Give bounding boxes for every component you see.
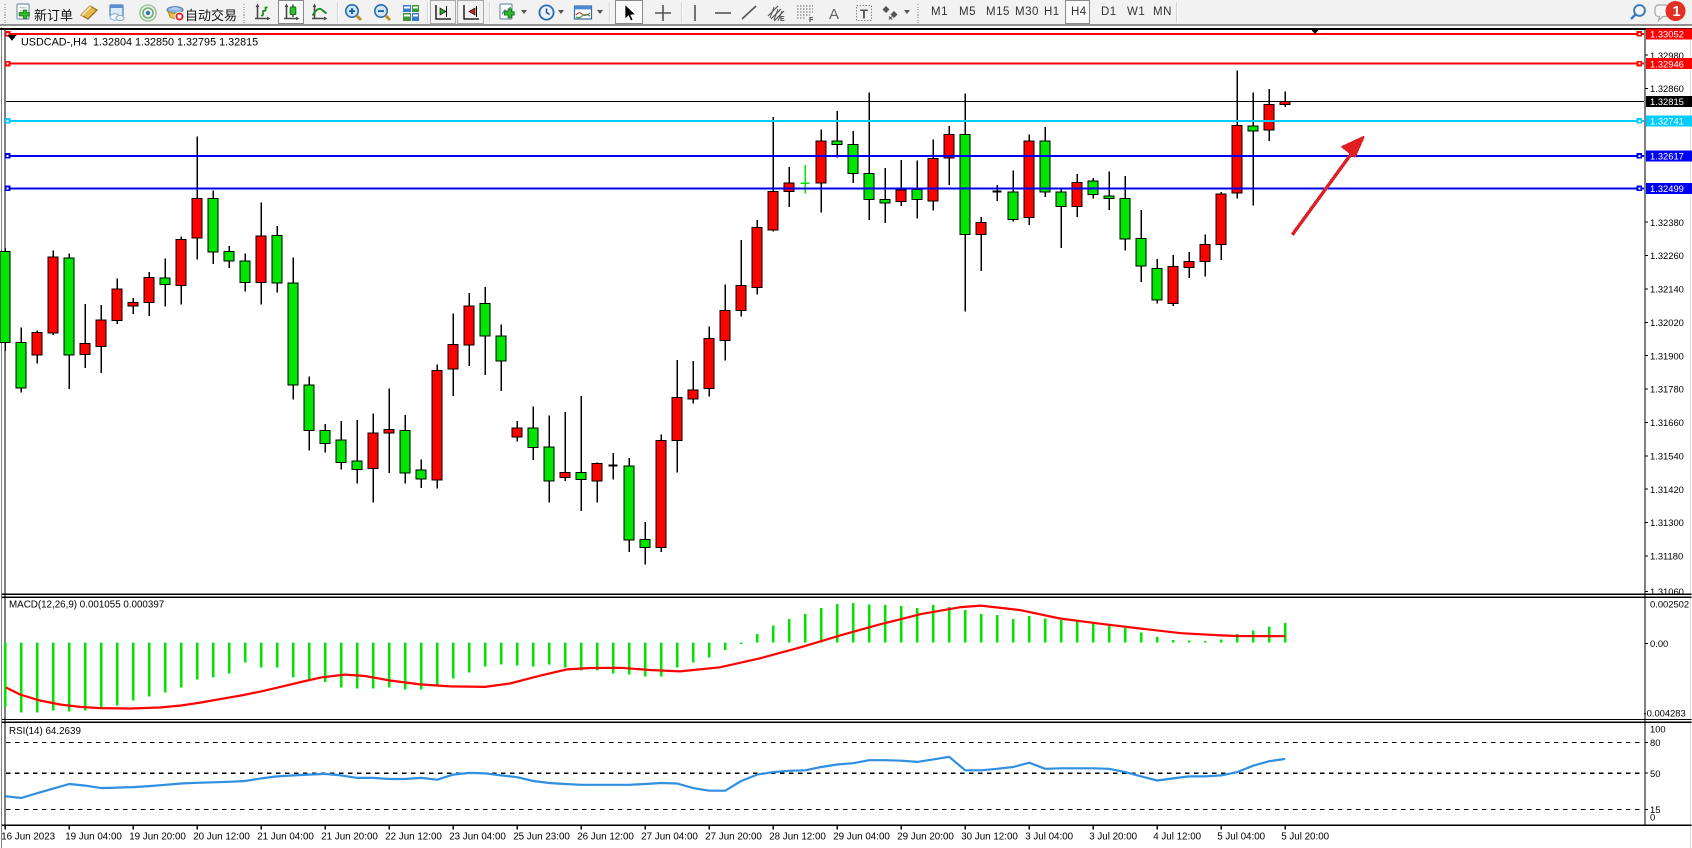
svg-text:1: 1 xyxy=(1673,4,1681,20)
svg-text:1.31900: 1.31900 xyxy=(1650,350,1684,361)
svg-text:3 Jul 04:00: 3 Jul 04:00 xyxy=(1025,832,1073,843)
svg-text:1.32980: 1.32980 xyxy=(1650,50,1684,61)
svg-text:1.31300: 1.31300 xyxy=(1650,517,1684,528)
svg-text:50: 50 xyxy=(1650,768,1660,779)
svg-text:1.31180: 1.31180 xyxy=(1650,551,1683,562)
svg-text:29 Jun 20:00: 29 Jun 20:00 xyxy=(897,832,954,843)
svg-text:15: 15 xyxy=(1650,804,1660,815)
svg-text:21 Jun 20:00: 21 Jun 20:00 xyxy=(321,832,378,843)
svg-text:1.32815: 1.32815 xyxy=(1650,96,1684,107)
svg-text:3 Jul 20:00: 3 Jul 20:00 xyxy=(1089,832,1137,843)
svg-text:E: E xyxy=(780,16,785,23)
svg-text:16 Jun 2023: 16 Jun 2023 xyxy=(1,832,55,843)
svg-text:1.32860: 1.32860 xyxy=(1650,83,1684,94)
svg-text:1.32946: 1.32946 xyxy=(1650,58,1684,69)
svg-text:1.32140: 1.32140 xyxy=(1650,284,1684,295)
svg-text:5 Jul 04:00: 5 Jul 04:00 xyxy=(1217,832,1265,843)
svg-text:1.32260: 1.32260 xyxy=(1650,250,1684,261)
svg-text:29 Jun 04:00: 29 Jun 04:00 xyxy=(833,832,890,843)
svg-text:23 Jun 04:00: 23 Jun 04:00 xyxy=(449,832,506,843)
svg-text:0.002502: 0.002502 xyxy=(1650,599,1689,610)
svg-text:27 Jun 20:00: 27 Jun 20:00 xyxy=(705,832,762,843)
svg-text:100: 100 xyxy=(1650,724,1666,735)
svg-text:5 Jul 20:00: 5 Jul 20:00 xyxy=(1281,832,1329,843)
svg-text:1.31660: 1.31660 xyxy=(1650,417,1684,428)
svg-text:21 Jun 04:00: 21 Jun 04:00 xyxy=(257,832,314,843)
svg-text:1.32741: 1.32741 xyxy=(1650,115,1684,126)
svg-text:27 Jun 04:00: 27 Jun 04:00 xyxy=(641,832,698,843)
svg-text:0.00: 0.00 xyxy=(1650,638,1668,649)
svg-text:1.32499: 1.32499 xyxy=(1650,183,1684,194)
svg-text:1.32020: 1.32020 xyxy=(1650,317,1684,328)
svg-text:19 Jun 04:00: 19 Jun 04:00 xyxy=(65,832,122,843)
svg-text:20 Jun 12:00: 20 Jun 12:00 xyxy=(193,832,250,843)
svg-text:1.31540: 1.31540 xyxy=(1650,450,1684,461)
svg-text:-0.004283: -0.004283 xyxy=(1644,708,1686,719)
svg-text:T: T xyxy=(860,7,868,22)
svg-text:1.31060: 1.31060 xyxy=(1650,586,1684,597)
svg-text:4 Jul 12:00: 4 Jul 12:00 xyxy=(1153,832,1201,843)
svg-text:25 Jun 23:00: 25 Jun 23:00 xyxy=(513,832,570,843)
svg-text:1.31780: 1.31780 xyxy=(1650,384,1684,395)
svg-text:28 Jun 12:00: 28 Jun 12:00 xyxy=(769,832,826,843)
svg-text:RSI(14) 64.2639: RSI(14) 64.2639 xyxy=(9,726,81,737)
svg-text:30 Jun 12:00: 30 Jun 12:00 xyxy=(961,832,1018,843)
svg-text:19 Jun 20:00: 19 Jun 20:00 xyxy=(129,832,186,843)
svg-text:1.31420: 1.31420 xyxy=(1650,484,1684,495)
svg-text:1.32380: 1.32380 xyxy=(1650,217,1684,228)
svg-text:1.33052: 1.33052 xyxy=(1650,28,1684,39)
svg-text:USDCAD-,H4 1.32804 1.32850 1.: USDCAD-,H4 1.32804 1.32850 1.32795 1.328… xyxy=(21,37,258,49)
svg-text:26 Jun 12:00: 26 Jun 12:00 xyxy=(577,832,634,843)
svg-text:F: F xyxy=(809,17,814,24)
svg-text:1.32617: 1.32617 xyxy=(1650,151,1684,162)
svg-text:22 Jun 12:00: 22 Jun 12:00 xyxy=(385,832,442,843)
svg-text:80: 80 xyxy=(1650,737,1660,748)
svg-text:MACD(12,26,9) 0.001055 0.00039: MACD(12,26,9) 0.001055 0.000397 xyxy=(9,600,164,611)
svg-text:0: 0 xyxy=(1650,812,1655,823)
svg-text:A: A xyxy=(829,6,839,23)
